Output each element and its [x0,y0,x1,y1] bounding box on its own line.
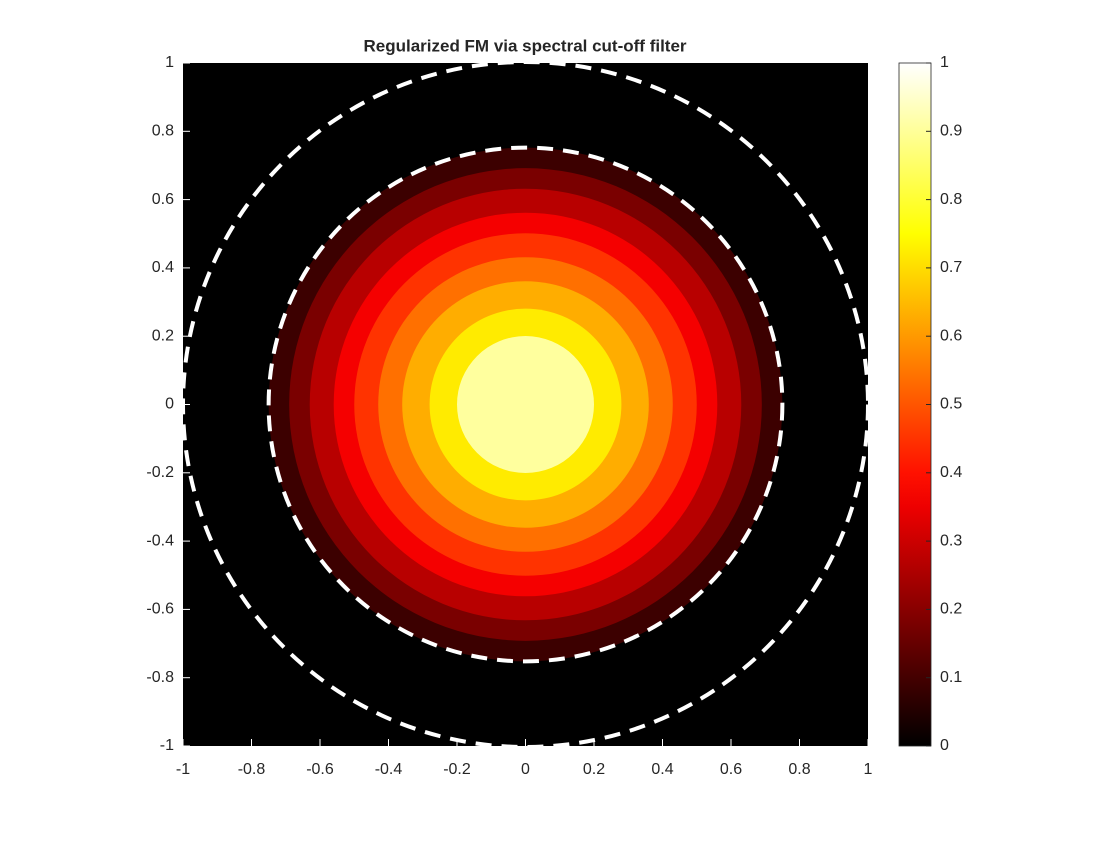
colorbar-tick-label: 1 [940,54,949,71]
y-tick-label: 0 [165,396,174,413]
colorbar-tick-label: 0.8 [940,191,962,208]
colorbar-tick-label: 0.4 [940,464,962,481]
x-tick-label: -1 [176,761,190,778]
contour-fill [457,336,594,473]
x-tick-label: -0.2 [443,761,471,778]
y-tick-label: -1 [160,737,174,754]
y-tick-label: -0.2 [146,464,174,481]
y-tick-label: 0.2 [152,327,174,344]
colorbar-tick-label: 0.6 [940,327,962,344]
x-tick-label: 0 [521,761,530,778]
x-tick-label: -0.8 [238,761,266,778]
colorbar-tick-label: 0.2 [940,601,962,618]
dashed-circle [266,145,785,664]
colorbar-tick-label: 0.9 [940,123,962,140]
y-tick-label: 0.8 [152,123,174,140]
x-tick-label: 0.8 [788,761,810,778]
x-tick-label: 0.6 [720,761,742,778]
colorbar-tick-label: 0.5 [940,396,962,413]
x-tick-label: 0.2 [583,761,605,778]
colorbar [898,62,932,747]
colorbar-tick-label: 0.7 [940,259,962,276]
y-tick-label: 0.4 [152,259,174,276]
x-tick-label: -0.4 [375,761,403,778]
y-tick-label: -0.6 [146,601,174,618]
y-tick-label: -0.8 [146,669,174,686]
colorbar-tick-label: 0.1 [940,669,962,686]
x-tick-label: -0.6 [306,761,334,778]
x-tick-label: 0.4 [651,761,673,778]
x-tick-label: 1 [864,761,873,778]
y-tick-label: 1 [165,54,174,71]
y-tick-label: -0.4 [146,532,174,549]
chart-title: Regularized FM via spectral cut-off filt… [363,36,686,55]
y-tick-label: 0.6 [152,191,174,208]
colorbar-tick-label: 0.3 [940,532,962,549]
colorbar-tick-label: 0 [940,737,949,754]
